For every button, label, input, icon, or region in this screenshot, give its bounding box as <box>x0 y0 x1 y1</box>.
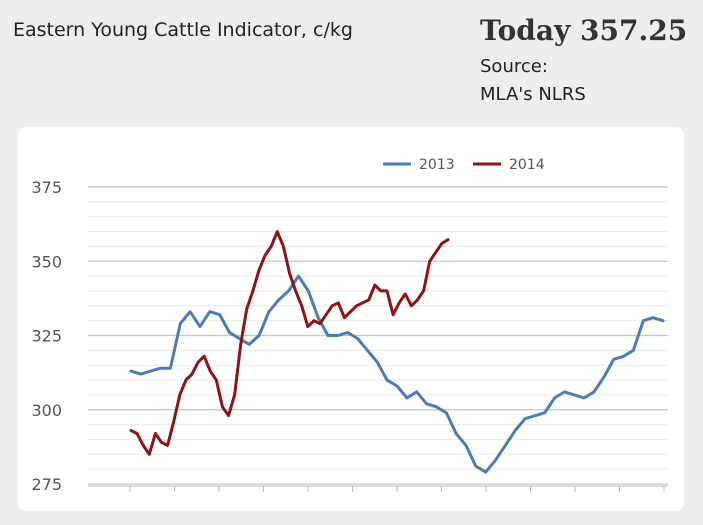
line-chart: 275 300 325 350 375 2013 2014 <box>31 157 668 494</box>
source-name: MLA's NLRS <box>480 84 586 105</box>
y-tick-label: 350 <box>31 252 62 271</box>
y-tick-label: 300 <box>31 401 62 420</box>
series-line-2013 <box>129 274 665 474</box>
chart-panel: 275 300 325 350 375 2013 2014 <box>18 127 684 511</box>
series-line-2014 <box>129 230 450 456</box>
legend-label-2014: 2014 <box>509 157 545 173</box>
chart-title: Eastern Young Cattle Indicator, c/kg <box>13 19 353 41</box>
y-tick-label: 325 <box>31 327 62 346</box>
y-tick-label: 375 <box>31 178 62 197</box>
today-value: Today 357.25 <box>480 14 688 47</box>
y-tick-label: 275 <box>31 475 62 494</box>
source-text: Source: MLA's NLRS <box>480 53 586 109</box>
source-label: Source: <box>480 56 548 77</box>
legend-label-2013: 2013 <box>419 157 455 173</box>
